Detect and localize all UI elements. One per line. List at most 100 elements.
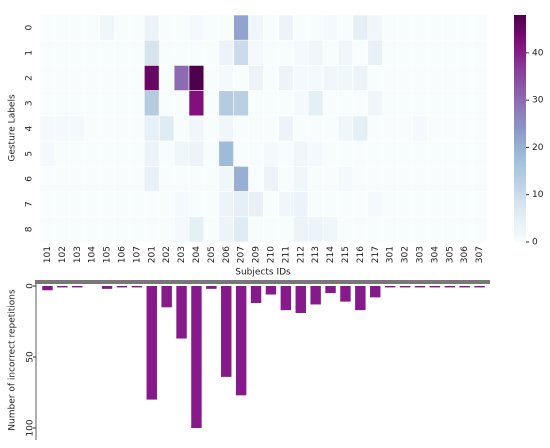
cell bbox=[352, 14, 369, 41]
cell bbox=[367, 191, 383, 218]
cell bbox=[144, 14, 160, 41]
cell bbox=[337, 39, 354, 66]
cell bbox=[397, 191, 413, 218]
cell bbox=[84, 216, 100, 243]
colorbar-tick-label: 20 bbox=[532, 143, 544, 153]
x-tick-label: 103 bbox=[73, 246, 83, 263]
cell bbox=[382, 65, 398, 91]
cell bbox=[263, 39, 279, 66]
cell bbox=[441, 65, 458, 91]
cell bbox=[99, 140, 115, 167]
bar bbox=[176, 286, 187, 339]
cell bbox=[456, 216, 473, 243]
x-tick-label: 104 bbox=[88, 246, 98, 263]
cell bbox=[441, 39, 458, 66]
cell bbox=[173, 65, 190, 91]
y-axis-label: Number of incorrect repetitions bbox=[8, 289, 18, 431]
cell bbox=[99, 65, 115, 91]
x-tick-label: 209 bbox=[252, 246, 262, 263]
cell bbox=[218, 65, 235, 91]
cell bbox=[397, 115, 413, 142]
cell bbox=[292, 90, 309, 117]
cell bbox=[129, 65, 145, 91]
cell bbox=[456, 39, 473, 66]
y-tick-label: 2 bbox=[25, 75, 35, 81]
cell bbox=[84, 166, 100, 192]
cell bbox=[397, 216, 413, 243]
bar bbox=[72, 286, 83, 288]
cell bbox=[307, 166, 324, 192]
cell bbox=[441, 166, 458, 192]
cell bbox=[367, 90, 383, 117]
cell bbox=[158, 140, 175, 167]
cell bbox=[129, 39, 145, 66]
cell bbox=[54, 39, 71, 66]
cell bbox=[158, 65, 175, 91]
cell bbox=[441, 115, 458, 142]
cell bbox=[412, 39, 428, 66]
cell bbox=[471, 216, 488, 243]
cell bbox=[382, 191, 398, 218]
cell bbox=[144, 191, 160, 218]
cell bbox=[278, 14, 294, 41]
cell bbox=[337, 166, 354, 192]
cell bbox=[427, 65, 443, 91]
cell bbox=[412, 115, 428, 142]
cell bbox=[203, 14, 220, 41]
cell bbox=[471, 115, 488, 142]
cell bbox=[441, 191, 458, 218]
cell bbox=[129, 14, 145, 41]
cell bbox=[367, 140, 383, 167]
cell bbox=[352, 39, 369, 66]
cell bbox=[263, 166, 279, 192]
cell bbox=[352, 115, 369, 142]
cell bbox=[441, 216, 458, 243]
x-tick-label: 201 bbox=[147, 246, 157, 263]
x-tick-label: 216 bbox=[356, 246, 366, 263]
cell bbox=[173, 140, 190, 167]
cell bbox=[456, 115, 473, 142]
cell bbox=[278, 115, 294, 142]
x-tick-label: 203 bbox=[177, 246, 187, 263]
cell bbox=[456, 14, 473, 41]
cell bbox=[144, 216, 160, 243]
cell bbox=[456, 90, 473, 117]
cell bbox=[233, 166, 249, 192]
cell bbox=[39, 90, 56, 117]
cell bbox=[322, 115, 339, 142]
cell bbox=[188, 191, 205, 218]
cell bbox=[248, 140, 264, 167]
colorbar-tick-label: 40 bbox=[532, 48, 544, 58]
cell bbox=[248, 191, 264, 218]
bar bbox=[325, 286, 336, 294]
bar bbox=[221, 286, 232, 377]
cell bbox=[456, 65, 473, 91]
cell bbox=[412, 65, 428, 91]
cell bbox=[248, 39, 264, 66]
colorbar bbox=[514, 15, 526, 242]
colorbar-tick-label: 10 bbox=[532, 190, 544, 200]
x-tick-label: 202 bbox=[162, 246, 172, 263]
cell bbox=[114, 191, 130, 218]
bar bbox=[310, 286, 321, 305]
cell bbox=[158, 166, 175, 192]
bar bbox=[101, 286, 113, 289]
cell bbox=[367, 115, 383, 142]
cell bbox=[397, 14, 413, 41]
cell bbox=[144, 166, 160, 192]
cell bbox=[382, 90, 398, 117]
cell bbox=[69, 115, 86, 142]
x-tick-label: 106 bbox=[117, 246, 127, 263]
cell bbox=[114, 90, 130, 117]
cell bbox=[203, 140, 220, 167]
cell bbox=[412, 166, 428, 192]
cell bbox=[54, 216, 71, 243]
cell bbox=[412, 14, 428, 41]
cell bbox=[173, 90, 190, 117]
cell bbox=[158, 90, 175, 117]
cell bbox=[248, 166, 264, 192]
bar bbox=[131, 286, 143, 288]
cell bbox=[307, 140, 324, 167]
cell bbox=[69, 140, 86, 167]
cell bbox=[99, 216, 115, 243]
